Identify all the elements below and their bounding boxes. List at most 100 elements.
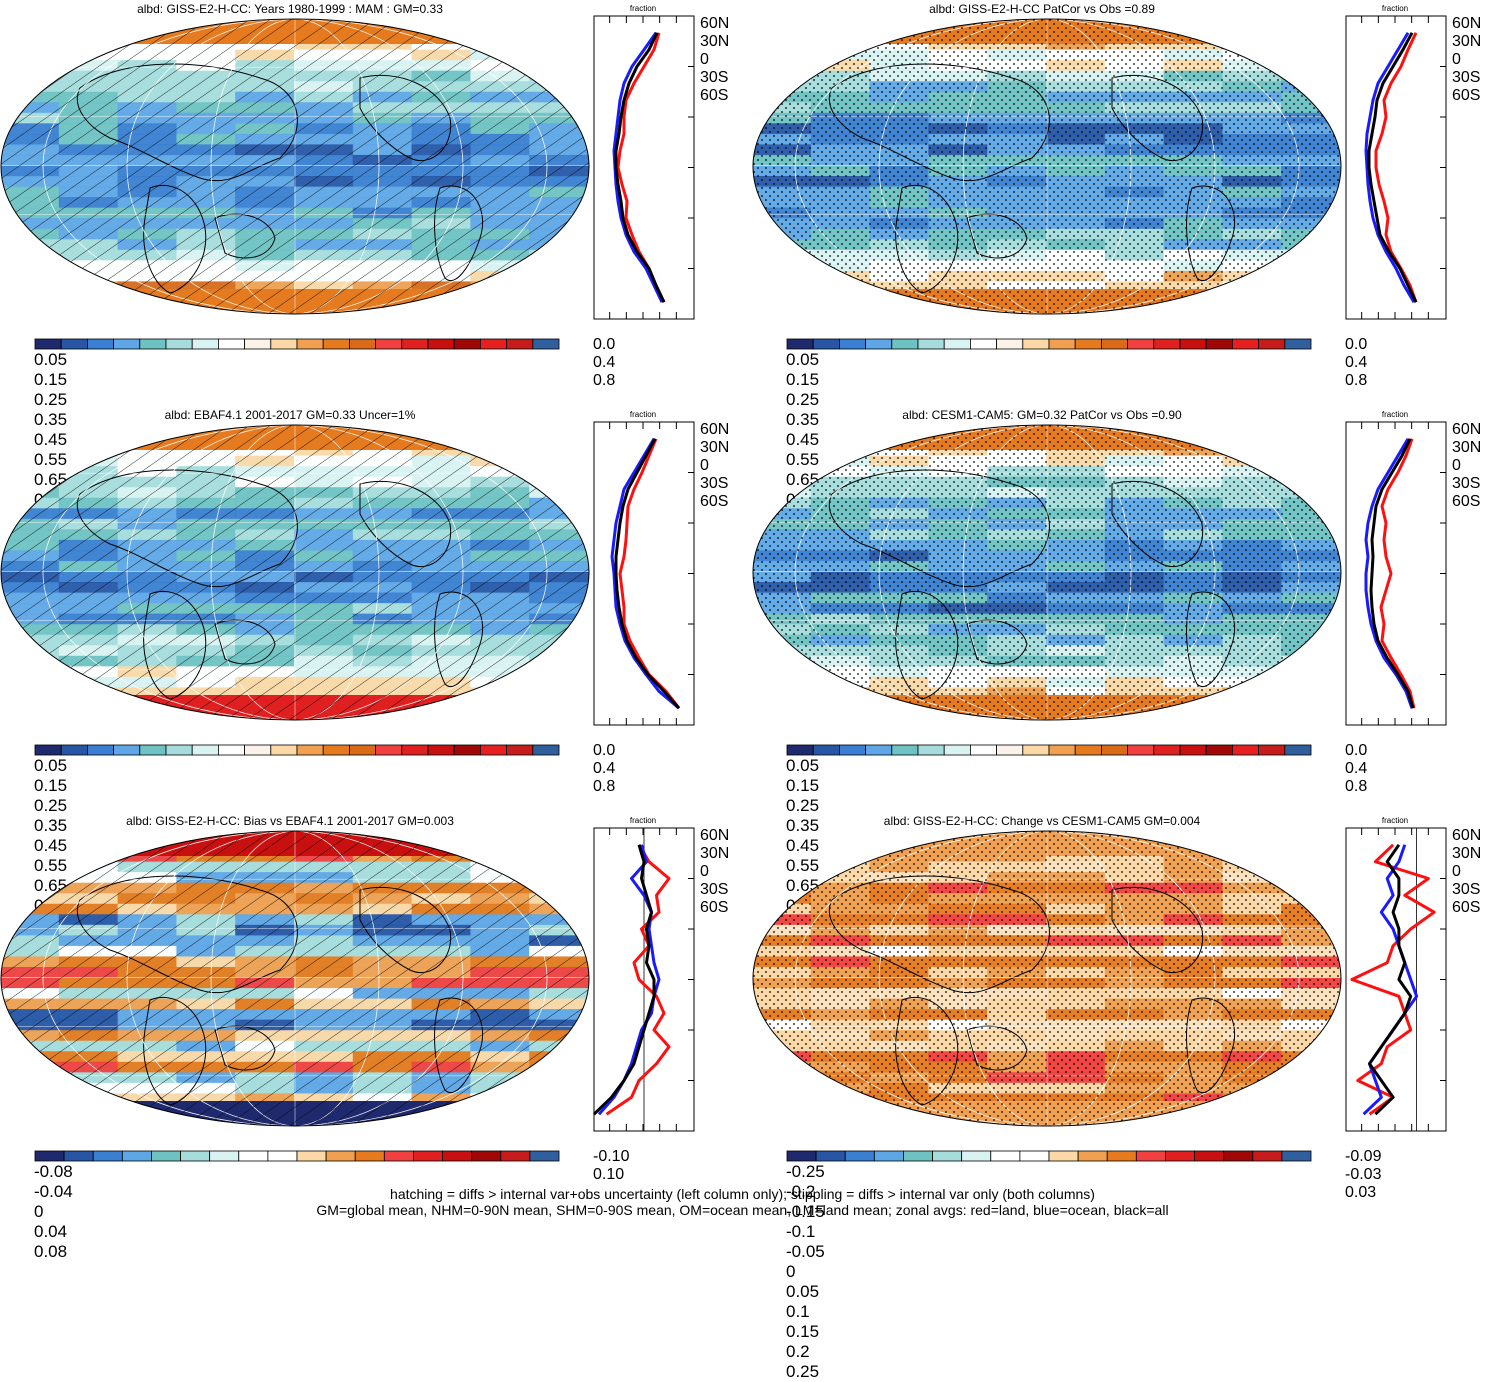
colorbar-swatch xyxy=(383,1150,414,1162)
panel-title: albd: CESM1-CAM5: GM=0.32 PatCor vs Obs … xyxy=(902,408,1182,422)
global-map xyxy=(0,18,590,315)
lat-label: 0 xyxy=(1452,457,1461,474)
zonal-line-all xyxy=(1369,438,1415,709)
colorbar-label: 0.15 xyxy=(786,370,820,389)
colorbar-swatch xyxy=(87,338,115,350)
colorbar-swatch xyxy=(401,338,429,350)
lat-labels: 60N 30N 0 30S 60S xyxy=(700,15,729,105)
colorbar-swatch xyxy=(60,338,88,350)
colorbar-swatch xyxy=(1231,338,1259,350)
colorbar-swatch xyxy=(139,338,167,350)
lat-label: 30S xyxy=(700,881,729,898)
colorbar xyxy=(786,338,1312,350)
colorbar-swatch xyxy=(296,338,324,350)
zonal-line-land xyxy=(605,844,671,1116)
colorbar-labels: 0.050.150.250.350.450.550.650.750.850.95… xyxy=(34,350,558,569)
lat-label: 30N xyxy=(1452,33,1482,50)
colorbar-label: 0 xyxy=(786,1262,796,1281)
zonal-x-tick: 0.0 xyxy=(593,336,616,353)
lat-label: 30N xyxy=(1452,439,1482,456)
lat-labels: 60N 30N 0 30S 60S xyxy=(700,421,729,511)
colorbar-swatch xyxy=(92,1150,123,1162)
zonal-line-land xyxy=(1379,438,1416,709)
colorbar-swatch xyxy=(891,744,919,756)
colorbar-swatch xyxy=(500,1150,531,1162)
colorbar-label: 0.45 xyxy=(34,430,68,449)
colorbar-swatch xyxy=(270,338,298,350)
colorbar-swatch xyxy=(296,1150,327,1162)
colorbar-label: 0.1 xyxy=(786,1302,810,1321)
colorbar-swatch xyxy=(1100,338,1128,350)
zonal-axis-title: fraction xyxy=(629,816,657,825)
zonal-mean-plot xyxy=(1345,15,1447,320)
zonal-x-tick: 0.4 xyxy=(593,354,616,371)
colorbar-swatch xyxy=(1022,744,1050,756)
zonal-x-ticks: -0.09 -0.03 0.03 xyxy=(1345,1148,1381,1202)
colorbar-swatch xyxy=(1194,1150,1225,1162)
zonal-x-tick: -0.03 xyxy=(1345,1166,1382,1183)
map-panel-2: albd: EBAF4.1 2001-2017 GM=0.33 Uncer=1%… xyxy=(0,406,740,975)
colorbar-swatch xyxy=(267,1150,298,1162)
lat-labels: 60N 30N 0 30S 60S xyxy=(1452,827,1481,917)
colorbar-label: 0.45 xyxy=(786,430,820,449)
lat-label: 60S xyxy=(1452,493,1481,510)
colorbar-swatch xyxy=(113,744,141,756)
global-map xyxy=(752,830,1342,1127)
zonal-x-tick: 0.03 xyxy=(1345,1184,1377,1201)
colorbar-swatch xyxy=(1135,1150,1166,1162)
colorbar-swatch xyxy=(34,744,62,756)
colorbar-swatch xyxy=(270,744,298,756)
zonal-x-tick: 0.4 xyxy=(593,760,616,777)
lat-label: 30N xyxy=(700,33,730,50)
colorbar-swatch xyxy=(348,744,376,756)
zonal-x-ticks: 0.0 0.4 0.8 xyxy=(1345,742,1367,796)
colorbar-swatch xyxy=(815,1150,846,1162)
colorbar-swatch xyxy=(1252,1150,1283,1162)
colorbar-swatch xyxy=(322,744,350,756)
colorbar-swatch xyxy=(401,744,429,756)
colorbar-swatch xyxy=(996,338,1024,350)
colorbar-swatch xyxy=(786,744,814,756)
colorbar-label: 0.15 xyxy=(34,776,68,795)
zonal-axis-title: fraction xyxy=(1381,410,1409,419)
colorbar-swatch xyxy=(1048,338,1076,350)
colorbar-swatch xyxy=(917,338,945,350)
colorbar-swatch xyxy=(961,1150,992,1162)
colorbar xyxy=(786,1150,1312,1162)
colorbar-swatch xyxy=(932,1150,963,1162)
lat-label: 30S xyxy=(1452,69,1481,86)
colorbar-swatch xyxy=(191,338,219,350)
colorbar-label: 0.15 xyxy=(786,1322,820,1341)
colorbar-swatch xyxy=(139,744,167,756)
colorbar-swatch xyxy=(1231,744,1259,756)
colorbar-labels: -0.25 -0.2 -0.15 -0.1 -0.05 0 0.05 0.1 0.15 0.2 0.… xyxy=(786,1162,1310,1381)
colorbar-swatch xyxy=(506,744,534,756)
lat-labels: 60N 30N 0 30S 60S xyxy=(700,827,729,917)
colorbar-swatch xyxy=(479,744,507,756)
colorbar-swatch xyxy=(1205,744,1233,756)
lat-label: 0 xyxy=(700,863,709,880)
colorbar-swatch xyxy=(786,338,814,350)
colorbar-swatch xyxy=(812,744,840,756)
colorbar-swatch xyxy=(1205,338,1233,350)
colorbar-label: 0.15 xyxy=(34,370,68,389)
zonal-x-tick: 0.8 xyxy=(1345,778,1368,795)
colorbar-label: 0.35 xyxy=(786,410,820,429)
footer-line-2: GM=global mean, NHM=0-90N mean, SHM=0-90… xyxy=(316,1202,1169,1218)
colorbar-label: 0.25 xyxy=(34,390,68,409)
colorbar-swatch xyxy=(839,744,867,756)
lat-label: 60S xyxy=(700,87,729,104)
colorbar-label: 0.45 xyxy=(34,836,68,855)
zonal-line-land xyxy=(618,438,681,710)
lat-label: 60S xyxy=(1452,87,1481,104)
colorbar-swatch xyxy=(532,338,560,350)
colorbar-swatch xyxy=(1048,1150,1079,1162)
lat-label: 0 xyxy=(1452,863,1461,880)
colorbar-swatch xyxy=(812,338,840,350)
colorbar-swatch xyxy=(1106,1150,1137,1162)
colorbar-swatch xyxy=(1165,1150,1195,1162)
colorbar-labels: 0.050.150.250.350.450.550.650.750.850.95… xyxy=(786,350,1310,569)
map-panel-0: albd: GISS-E2-H-CC: Years 1980-1999 : MA… xyxy=(0,0,740,569)
lat-label: 30N xyxy=(700,439,730,456)
zonal-x-tick: 0.8 xyxy=(593,372,616,389)
